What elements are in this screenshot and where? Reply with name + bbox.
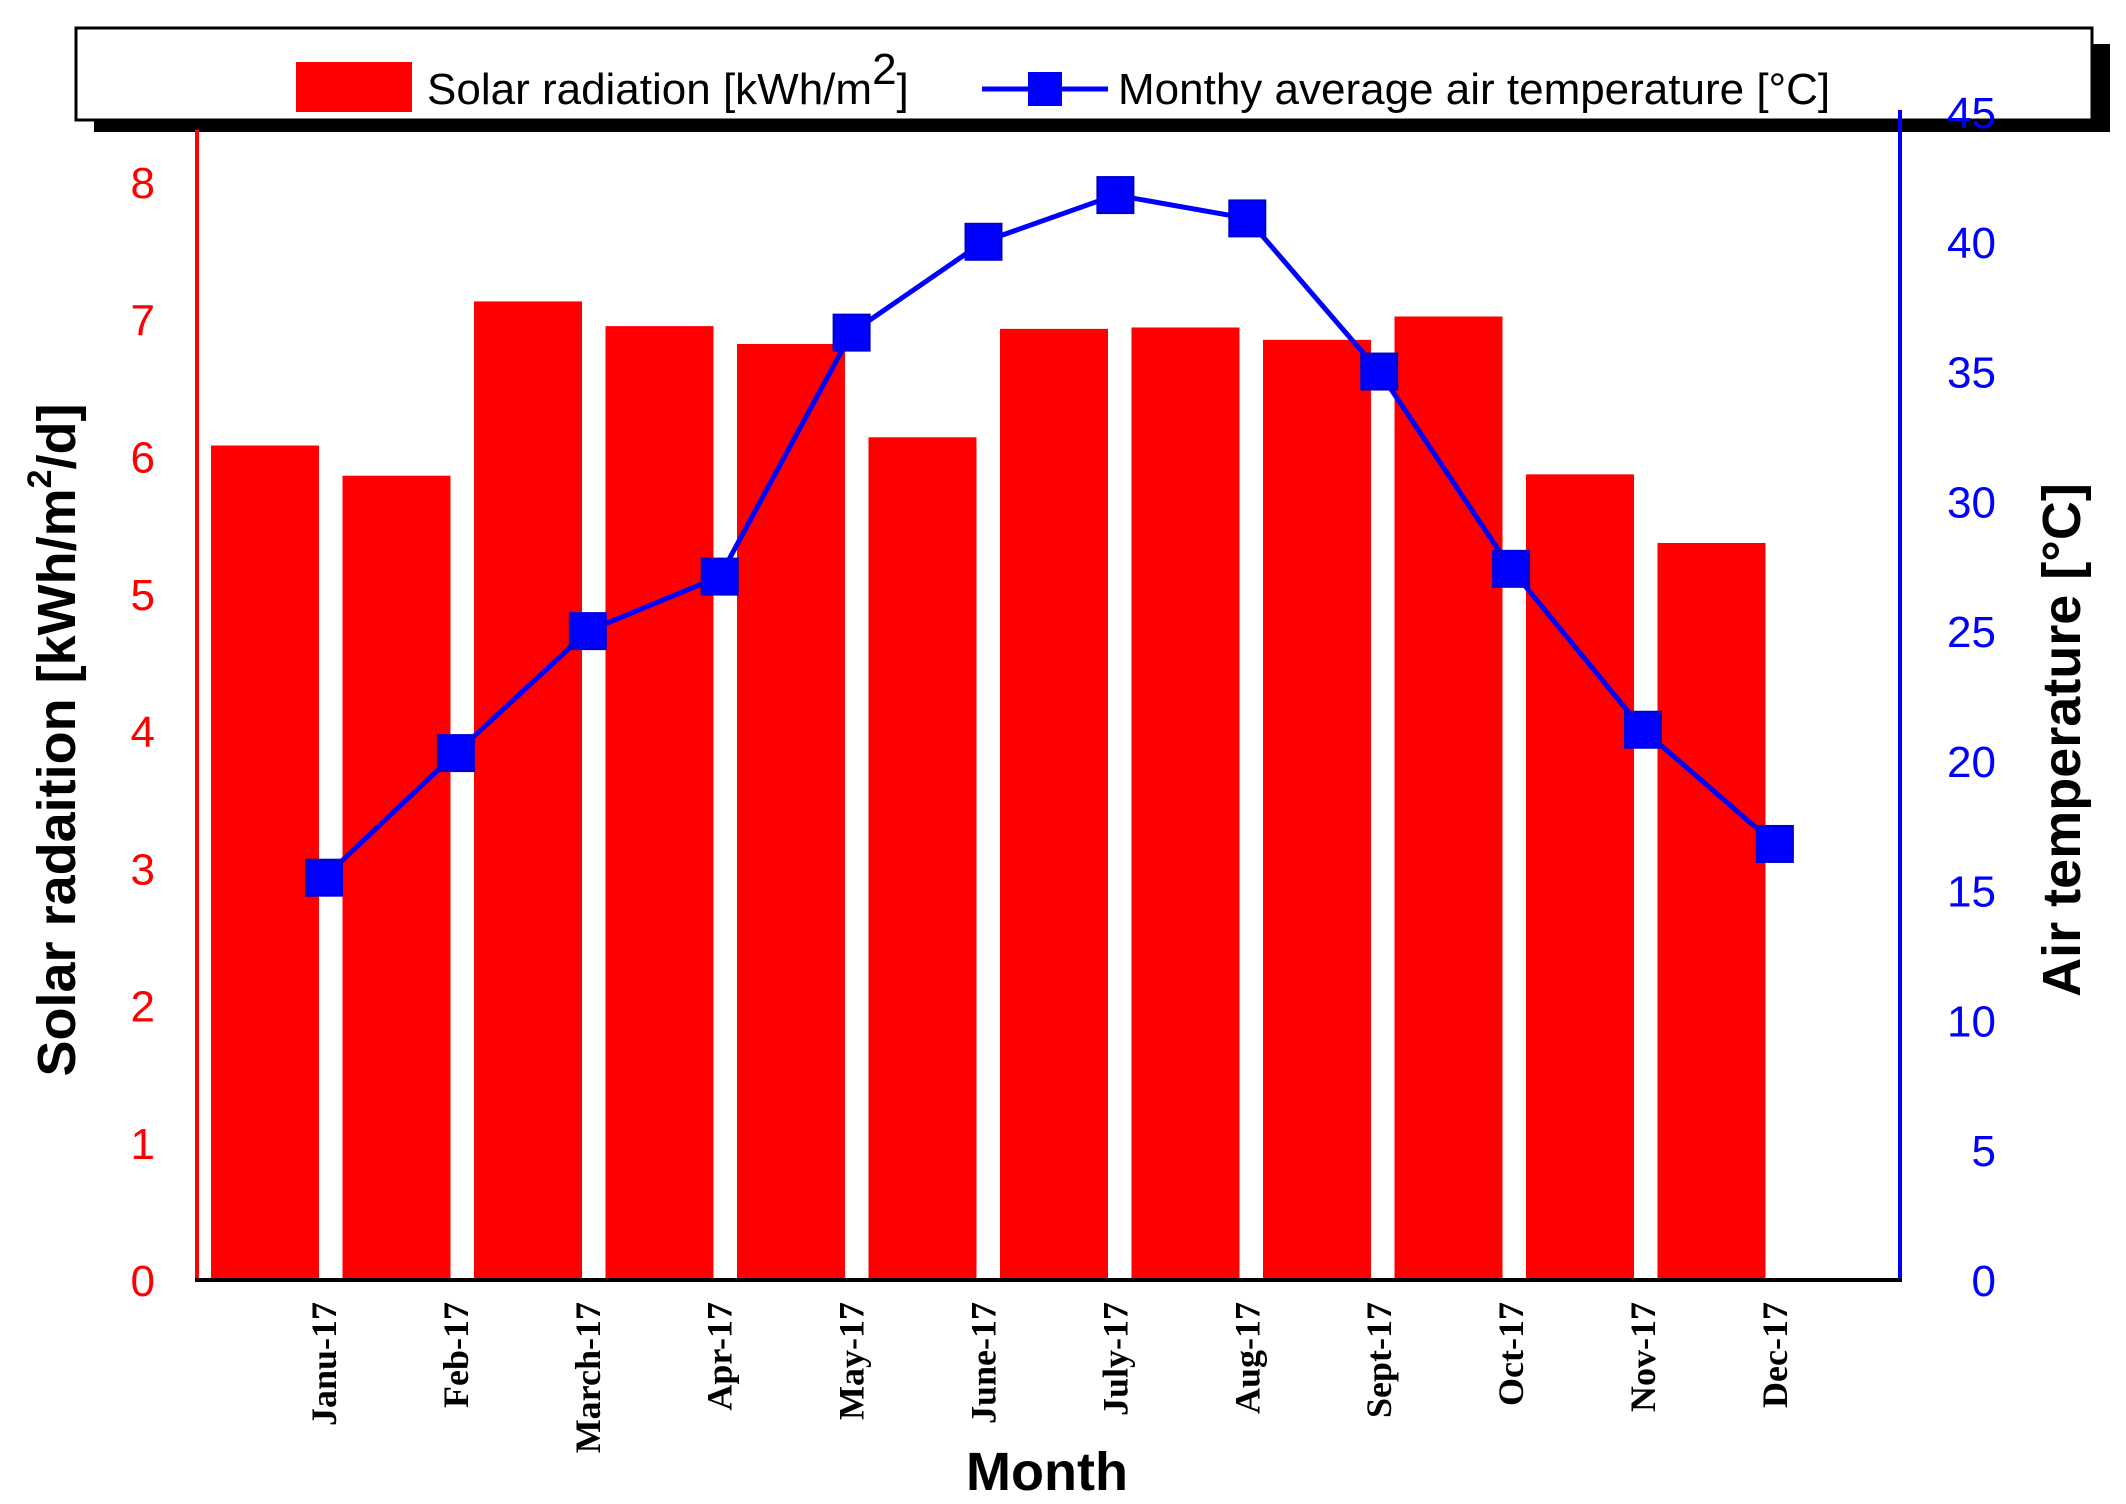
x-tick-label: Feb-17 bbox=[436, 1302, 476, 1408]
left-tick-label: 0 bbox=[131, 1257, 155, 1306]
bar-June-17 bbox=[868, 437, 977, 1280]
bar-Oct-17 bbox=[1394, 316, 1503, 1280]
bar-Feb-17 bbox=[342, 475, 451, 1281]
right-tick-label: 40 bbox=[1947, 219, 1996, 268]
x-tick-label: Sept-17 bbox=[1359, 1302, 1399, 1418]
right-tick-label: 20 bbox=[1947, 738, 1996, 787]
temp-marker-Aug-17 bbox=[1228, 199, 1267, 238]
left-tick-label: 7 bbox=[131, 296, 155, 345]
x-tick-label: Dec-17 bbox=[1755, 1302, 1795, 1408]
temp-marker-Nov-17 bbox=[1624, 710, 1662, 749]
bar-March-17 bbox=[474, 301, 582, 1281]
left-tick-label: 2 bbox=[131, 983, 155, 1032]
right-tick-label: 5 bbox=[1972, 1127, 1996, 1176]
temp-marker-Sept-17 bbox=[1360, 352, 1399, 391]
legend-line-marker bbox=[1028, 72, 1062, 106]
right-tick-label: 0 bbox=[1972, 1257, 1996, 1306]
x-tick-label: May-17 bbox=[832, 1302, 872, 1420]
x-axis-tick-labels: Janu-17 Feb-17 March-17 Apr-17 May-17 June-17… bbox=[304, 1302, 1795, 1453]
legend-bar-swatch bbox=[296, 62, 412, 112]
right-tick-label: 45 bbox=[1947, 89, 1996, 138]
left-tick-label: 3 bbox=[131, 845, 155, 894]
right-axis-ticks: 0 5 10 15 20 25 30 35 40 45 bbox=[1947, 89, 1996, 1306]
legend-line-label: Monthy average air temperature [°C] bbox=[1118, 65, 1830, 114]
bar-July-17 bbox=[1000, 328, 1108, 1280]
left-axis-ticks: 0 1 2 3 4 5 6 7 8 bbox=[131, 159, 155, 1306]
x-tick-label: Apr-17 bbox=[700, 1302, 740, 1411]
right-axis-title: Air temperature [°C] bbox=[2032, 483, 2092, 997]
temp-marker-March-17 bbox=[568, 612, 607, 651]
temp-marker-Dec-17 bbox=[1755, 824, 1794, 863]
temp-marker-June-17 bbox=[964, 222, 1003, 261]
bar-Nov-17 bbox=[1526, 474, 1634, 1280]
x-tick-label: March-17 bbox=[568, 1302, 608, 1453]
temp-marker-July-17 bbox=[1096, 176, 1135, 215]
left-axis-title: Solar radaition [kWh/m2/d] bbox=[21, 404, 87, 1077]
solar-radiation-bars bbox=[211, 301, 1766, 1281]
air-temperature-line bbox=[322, 192, 1777, 880]
temp-marker-Feb-17 bbox=[436, 734, 475, 773]
temp-marker-Janu-17 bbox=[305, 858, 343, 897]
right-tick-label: 25 bbox=[1947, 608, 1996, 657]
bar-Janu-17 bbox=[211, 445, 319, 1280]
bar-Apr-17 bbox=[605, 326, 714, 1280]
x-tick-label: July-17 bbox=[1095, 1302, 1135, 1416]
left-tick-label: 4 bbox=[131, 708, 155, 757]
x-tick-label: Oct-17 bbox=[1491, 1302, 1531, 1406]
x-tick-label: Aug-17 bbox=[1227, 1302, 1267, 1414]
bar-Sept-17 bbox=[1263, 339, 1371, 1280]
temp-marker-Apr-17 bbox=[700, 557, 739, 596]
legend-bar-label: Solar radiation [kWh/m2] bbox=[427, 45, 909, 114]
left-tick-label: 8 bbox=[131, 159, 155, 208]
bar-Dec-17 bbox=[1657, 542, 1766, 1280]
legend: Solar radiation [kWh/m2] Monthy average … bbox=[74, 26, 2110, 132]
bar-Aug-17 bbox=[1131, 327, 1240, 1280]
air-temperature-series bbox=[305, 176, 1794, 897]
left-tick-label: 1 bbox=[131, 1120, 155, 1169]
right-tick-label: 30 bbox=[1947, 478, 1996, 527]
x-tick-label: Nov-17 bbox=[1623, 1302, 1663, 1412]
x-tick-label: June-17 bbox=[964, 1302, 1004, 1424]
left-tick-label: 5 bbox=[131, 571, 155, 620]
left-tick-label: 6 bbox=[131, 434, 155, 483]
temp-marker-Oct-17 bbox=[1492, 549, 1531, 588]
x-tick-label: Janu-17 bbox=[304, 1302, 344, 1426]
temp-marker-May-17 bbox=[832, 313, 871, 352]
x-axis-title: Month bbox=[966, 1442, 1128, 1502]
right-tick-label: 15 bbox=[1947, 868, 1996, 917]
right-tick-label: 35 bbox=[1947, 349, 1996, 398]
right-tick-label: 10 bbox=[1947, 997, 1996, 1046]
bar-May-17 bbox=[737, 343, 845, 1281]
